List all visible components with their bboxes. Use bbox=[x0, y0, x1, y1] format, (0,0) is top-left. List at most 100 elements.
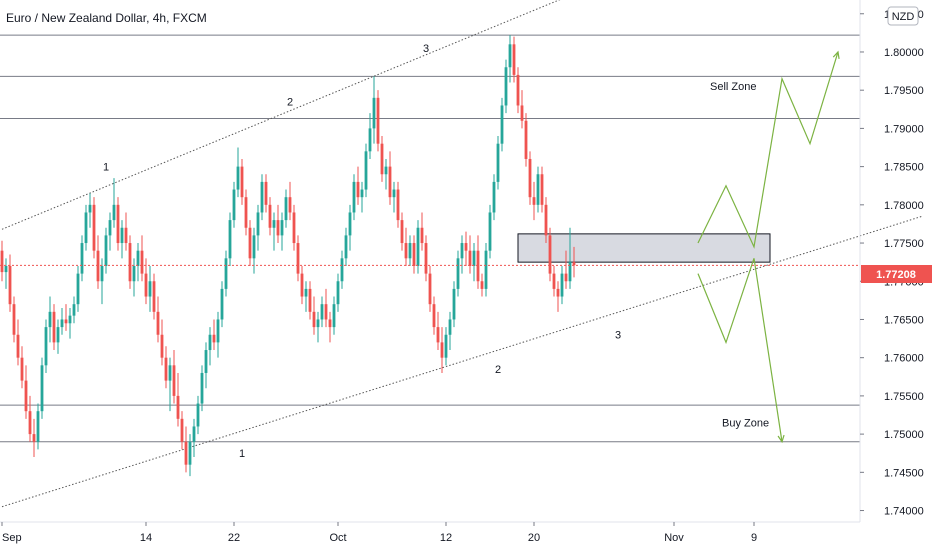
candle-body bbox=[76, 273, 80, 305]
sell-zone-label: Sell Zone bbox=[710, 81, 756, 93]
candle-body bbox=[448, 319, 452, 335]
candle-body bbox=[456, 258, 460, 289]
candle-body bbox=[348, 212, 352, 236]
candle-body bbox=[336, 281, 340, 305]
x-tick-label: 20 bbox=[528, 532, 540, 544]
consolidation-box bbox=[517, 233, 771, 263]
candle-body bbox=[192, 426, 196, 442]
horizontal-levels bbox=[0, 34, 860, 443]
candle-body bbox=[520, 105, 524, 121]
chart-title: Euro / New Zealand Dollar, 4h, FXCM bbox=[6, 11, 207, 25]
candle-body bbox=[424, 243, 428, 274]
candle-body bbox=[296, 243, 300, 274]
wave-label: 1 bbox=[239, 448, 245, 460]
y-tick-label: 1.76000 bbox=[884, 353, 924, 365]
y-tick-label: 1.79000 bbox=[884, 123, 924, 135]
candle-body bbox=[168, 365, 172, 381]
candle-body bbox=[84, 212, 88, 244]
candle-body bbox=[64, 319, 68, 324]
consolidation-zone bbox=[517, 233, 771, 263]
candle-body bbox=[504, 67, 508, 106]
candle-body bbox=[572, 262, 576, 266]
candle-body bbox=[156, 311, 160, 335]
candle-body bbox=[268, 204, 272, 228]
candle-body bbox=[148, 281, 152, 297]
candle-body bbox=[96, 250, 100, 282]
candle-body bbox=[160, 334, 164, 358]
candle-body bbox=[428, 273, 432, 305]
candle-body bbox=[80, 243, 84, 274]
candle-body bbox=[328, 319, 332, 328]
candle-body bbox=[332, 304, 336, 328]
time-axis[interactable]: Sep 14 22 Oct 12 20 Nov 9 bbox=[0, 521, 860, 544]
candle-body bbox=[184, 441, 188, 465]
candle-body bbox=[356, 181, 360, 198]
candle-body bbox=[432, 304, 436, 328]
candle-body bbox=[488, 212, 492, 251]
candle-body bbox=[152, 281, 156, 312]
candle-body bbox=[476, 250, 480, 282]
candle-body bbox=[132, 265, 136, 282]
candle-body bbox=[368, 128, 372, 152]
candle-body bbox=[20, 357, 24, 381]
candle-body bbox=[312, 311, 316, 328]
candle-body bbox=[460, 243, 464, 259]
candle-body bbox=[564, 273, 568, 282]
candle-body bbox=[284, 197, 288, 221]
x-tick-label: 22 bbox=[228, 532, 240, 544]
candle-body bbox=[72, 304, 76, 316]
candle-body bbox=[536, 174, 540, 205]
last-price-badge: 1.77208 bbox=[861, 265, 932, 283]
candle-body bbox=[32, 434, 36, 442]
candle-body bbox=[408, 243, 412, 259]
candle-body bbox=[108, 220, 112, 236]
channel-lines bbox=[1, 0, 923, 508]
candle-body bbox=[252, 235, 256, 259]
candle-body bbox=[300, 273, 304, 297]
candle-body bbox=[200, 372, 204, 404]
y-tick-label: 1.80000 bbox=[884, 47, 924, 59]
candle-body bbox=[508, 44, 512, 68]
candle-body bbox=[180, 418, 184, 442]
candle-body bbox=[316, 319, 320, 328]
candle-body bbox=[244, 197, 248, 228]
candle-body bbox=[384, 166, 388, 175]
candle-body bbox=[44, 327, 48, 366]
candle-body bbox=[16, 334, 20, 358]
y-tick-label: 1.78000 bbox=[884, 200, 924, 212]
candle-body bbox=[0, 250, 4, 273]
x-tick-label: 12 bbox=[440, 532, 452, 544]
last-price-badge-box bbox=[861, 265, 932, 283]
candle-body bbox=[164, 357, 168, 381]
price-axis[interactable]: 1.805001.800001.795001.790001.785001.780… bbox=[859, 0, 924, 522]
wave-label: 3 bbox=[423, 43, 429, 55]
candle-body bbox=[436, 327, 440, 343]
candle-body bbox=[140, 250, 144, 274]
candle-body bbox=[136, 250, 140, 266]
candle-body bbox=[392, 189, 396, 198]
candle-body bbox=[516, 74, 520, 106]
y-tick-label: 1.75500 bbox=[884, 391, 924, 403]
currency-badge-box bbox=[887, 6, 919, 26]
projection-path-0 bbox=[697, 51, 839, 249]
candle-body bbox=[452, 288, 456, 320]
currency-badge[interactable]: NZD bbox=[887, 6, 919, 26]
candle-body bbox=[308, 288, 312, 312]
candle-body bbox=[224, 258, 228, 289]
candle-body bbox=[400, 220, 404, 244]
y-tick-label: 1.76500 bbox=[884, 314, 924, 326]
candle-body bbox=[496, 143, 500, 182]
candle-body bbox=[480, 281, 484, 289]
candle-body bbox=[556, 288, 560, 297]
candle-body bbox=[120, 227, 124, 244]
candle-body bbox=[380, 143, 384, 175]
candle-body bbox=[360, 189, 364, 198]
candle-body bbox=[48, 311, 52, 328]
candle-body bbox=[212, 334, 216, 343]
x-tick-label: Oct bbox=[329, 532, 346, 544]
candle-body bbox=[420, 227, 424, 244]
channel-line-0 bbox=[1, 0, 561, 230]
candle-body bbox=[112, 204, 116, 221]
candle-body bbox=[560, 273, 564, 297]
